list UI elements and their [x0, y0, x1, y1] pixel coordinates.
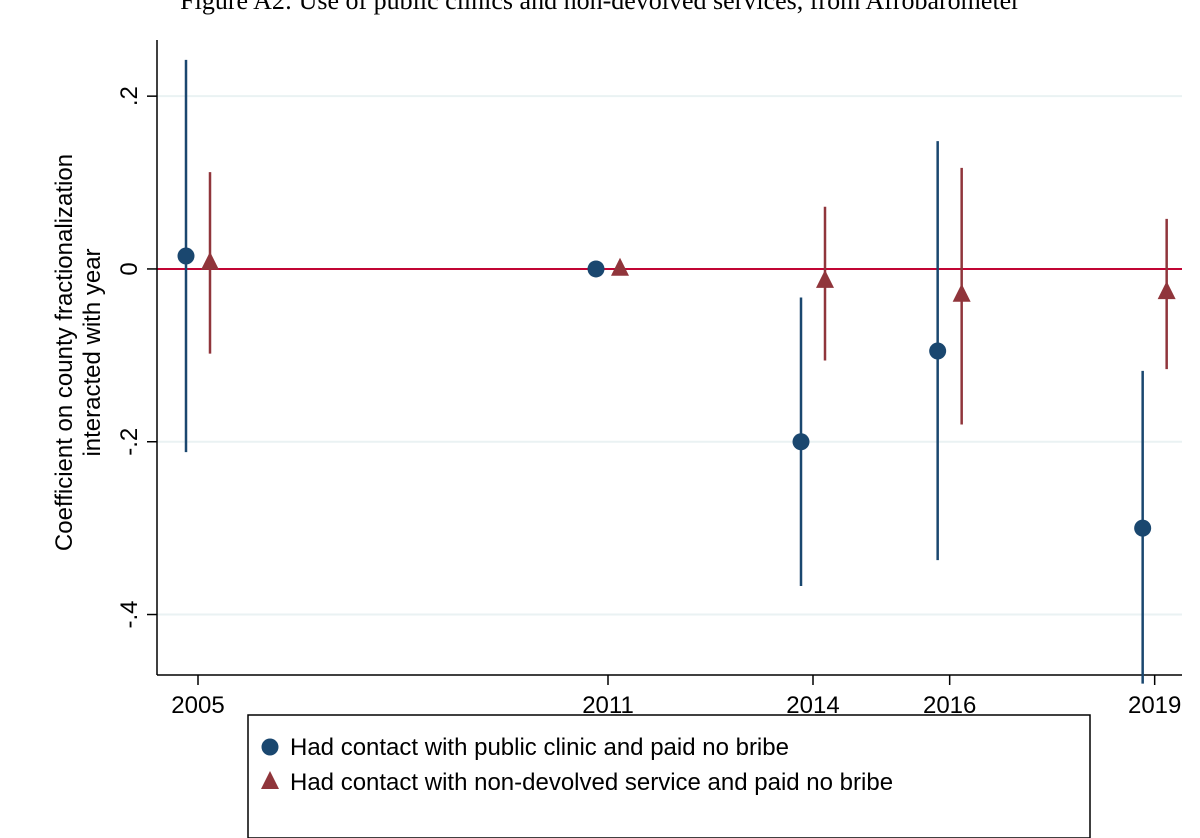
y-tick-label: 0 [116, 262, 143, 275]
point-markers [177, 247, 1176, 537]
data-point-triangle [816, 269, 834, 288]
x-tick-label: 2005 [171, 692, 224, 719]
data-point-circle [929, 342, 947, 360]
data-point-circle [587, 260, 605, 278]
data-point-triangle [1157, 281, 1176, 300]
data-point-triangle [952, 283, 971, 302]
figure-caption: Figure A2: Use of public clinics and non… [180, 0, 1020, 15]
y-axis-title: interacted with year [79, 248, 106, 456]
legend-box [247, 714, 1091, 838]
axis-titles: Coefficient on county fractionalization i… [51, 154, 106, 551]
y-tick-label: .2 [116, 86, 143, 106]
x-tick-label: 2019 [1128, 692, 1181, 719]
axes [147, 40, 1182, 685]
legend-marker-triangle [261, 771, 279, 789]
confidence-intervals [184, 59, 1168, 684]
y-axis-title: Coefficient on county fractionalization [51, 154, 78, 551]
data-point-triangle [611, 257, 629, 276]
data-point-circle [792, 433, 810, 451]
y-tick-label: -.4 [116, 601, 143, 629]
data-point-triangle [201, 251, 219, 270]
y-tick-label: -.2 [116, 428, 143, 456]
legend: Had contact with public clinic and paid … [247, 714, 1091, 838]
legend-marker-circle [261, 738, 279, 756]
legend-label: Had contact with non-devolved service an… [290, 769, 893, 796]
grid-lines [157, 95, 1182, 616]
data-point-circle [177, 247, 195, 265]
data-point-circle [1134, 519, 1152, 537]
legend-label: Had contact with public clinic and paid … [290, 734, 789, 761]
